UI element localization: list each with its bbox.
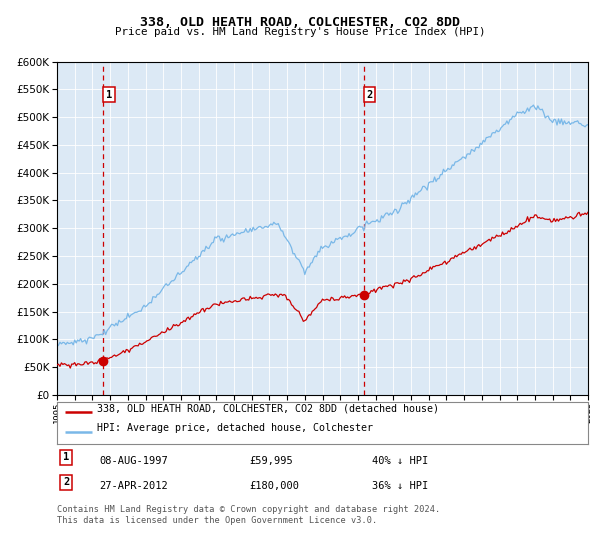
Text: 1: 1 [63,452,69,463]
Text: 338, OLD HEATH ROAD, COLCHESTER, CO2 8DD (detached house): 338, OLD HEATH ROAD, COLCHESTER, CO2 8DD… [97,403,439,413]
Text: 338, OLD HEATH ROAD, COLCHESTER, CO2 8DD: 338, OLD HEATH ROAD, COLCHESTER, CO2 8DD [140,16,460,29]
Text: 1: 1 [106,90,112,100]
Text: £180,000: £180,000 [249,481,299,491]
Text: 36% ↓ HPI: 36% ↓ HPI [372,481,428,491]
Text: £59,995: £59,995 [249,456,293,466]
Text: Price paid vs. HM Land Registry's House Price Index (HPI): Price paid vs. HM Land Registry's House … [115,27,485,37]
Text: HPI: Average price, detached house, Colchester: HPI: Average price, detached house, Colc… [97,423,373,433]
Text: 08-AUG-1997: 08-AUG-1997 [99,456,168,466]
Text: Contains HM Land Registry data © Crown copyright and database right 2024.
This d: Contains HM Land Registry data © Crown c… [57,505,440,525]
Text: 27-APR-2012: 27-APR-2012 [99,481,168,491]
Text: 2: 2 [366,90,373,100]
Text: 40% ↓ HPI: 40% ↓ HPI [372,456,428,466]
Text: 2: 2 [63,477,69,487]
